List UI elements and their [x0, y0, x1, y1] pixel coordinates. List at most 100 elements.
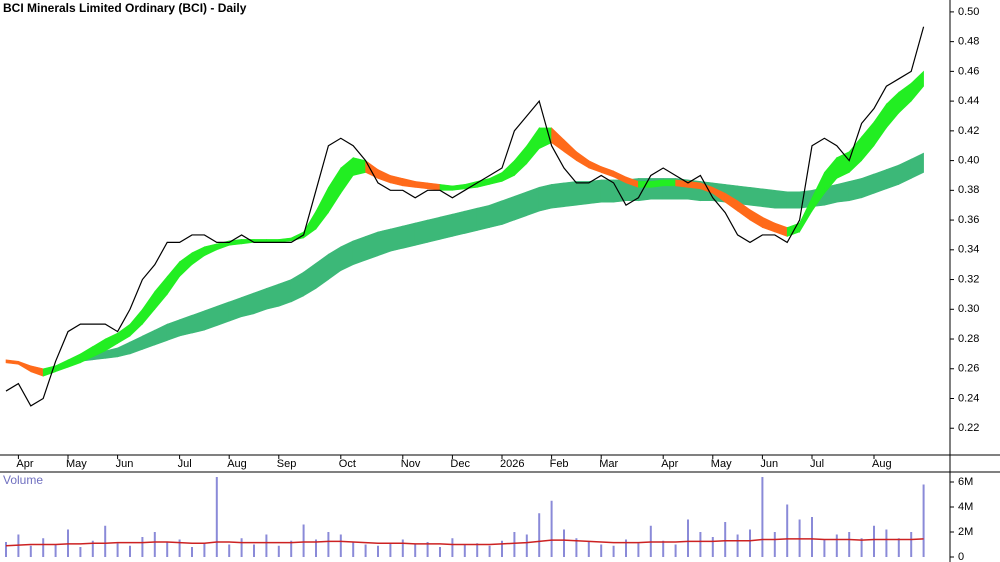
volume-bar: [240, 538, 243, 557]
x-tick-label: Aug: [872, 458, 892, 470]
volume-bar: [476, 543, 479, 557]
y-tick-label: 0.24: [958, 392, 979, 404]
volume-bar: [29, 545, 32, 557]
volume-bar: [773, 532, 776, 557]
volume-bar: [463, 544, 466, 557]
band-segment: [501, 195, 515, 225]
volume-bar: [674, 544, 677, 557]
band-segment: [576, 181, 590, 206]
x-tick-label: May: [711, 458, 732, 470]
band-segment: [427, 216, 441, 243]
volume-bar: [129, 545, 131, 557]
x-tick-label: Jun: [116, 458, 134, 470]
band-segment: [774, 189, 788, 209]
volume-average: [5, 538, 924, 547]
x-tick-label: Apr: [661, 458, 678, 470]
volume-bar: [116, 543, 119, 557]
volume-bar: [153, 532, 156, 557]
x-tick-label: Jul: [810, 458, 824, 470]
volume-bar: [513, 532, 516, 557]
band-segment: [464, 207, 478, 234]
y-tick-label: 0: [958, 551, 964, 562]
band-segment: [402, 222, 416, 249]
band-segment: [749, 187, 763, 208]
volume-bar: [563, 529, 565, 557]
y-tick-label: 0.22: [958, 422, 979, 434]
volume-bar: [389, 543, 392, 557]
band-segment: [266, 283, 280, 310]
volume-bar: [625, 539, 627, 557]
x-tick-label: Aug: [227, 458, 247, 470]
band-segment: [588, 179, 602, 205]
volume-bar: [414, 544, 417, 557]
volume-bar: [91, 540, 94, 557]
band-segment: [390, 225, 404, 252]
volume-bar: [885, 529, 888, 557]
band-segment: [365, 231, 379, 261]
band-segment: [414, 219, 428, 246]
band-segment: [836, 181, 850, 203]
volume-bar: [302, 524, 305, 557]
band-segment: [228, 296, 242, 322]
band-segment: [662, 179, 676, 187]
x-tick-label: Sep: [277, 458, 297, 470]
band-segment: [886, 164, 900, 190]
volume-bar: [699, 532, 702, 557]
volume-bar: [265, 534, 268, 557]
band-segment: [352, 157, 366, 176]
band-segment: [762, 188, 776, 209]
price-line: [5, 26, 925, 407]
y-tick-label: 0.32: [958, 273, 979, 285]
chart-title: BCI Minerals Limited Ordinary (BCI) - Da…: [3, 1, 247, 15]
volume-bar: [835, 534, 838, 557]
volume-bar: [736, 534, 739, 557]
volume-bar: [178, 539, 181, 557]
x-tick-label: Jun: [760, 458, 778, 470]
volume-bar: [439, 547, 441, 557]
volume-bar: [327, 532, 330, 557]
band-segment: [675, 179, 689, 188]
volume-bar: [811, 517, 813, 557]
band-segment: [489, 200, 503, 228]
x-tick-label: Jul: [178, 458, 192, 470]
x-tick-label: Nov: [401, 458, 421, 470]
band-segment: [687, 181, 701, 190]
volume-bar: [339, 534, 342, 557]
volume-bar: [451, 538, 454, 557]
volume-bar: [141, 537, 144, 557]
x-tick-label: Feb: [550, 458, 569, 470]
band-segment: [861, 173, 875, 199]
volume-bar: [786, 504, 789, 557]
band-segment: [253, 288, 267, 315]
volume-bar: [501, 540, 503, 557]
band-segment: [427, 182, 441, 191]
volume-bar: [749, 529, 751, 557]
band-segment: [910, 70, 924, 102]
band-segment: [848, 178, 862, 202]
volume-bar: [191, 547, 193, 557]
y-tick-label: 6M: [958, 476, 973, 488]
volume-bar: [538, 513, 541, 557]
volume-bar: [897, 538, 900, 557]
band-segment: [613, 179, 627, 203]
volume-bar: [587, 542, 590, 557]
volume-bar: [253, 544, 255, 557]
band-segment: [241, 292, 255, 318]
y-tick-label: 0.42: [958, 125, 979, 137]
band-segment: [352, 235, 366, 266]
volume-bar: [401, 539, 404, 557]
band-segment: [650, 179, 664, 188]
band-segment: [452, 210, 466, 237]
volume-bar: [377, 545, 379, 557]
band-segment: [204, 305, 218, 331]
band-segment: [551, 182, 565, 209]
volume-bar: [352, 542, 355, 557]
volume-bar: [711, 537, 714, 557]
band-segment: [514, 191, 528, 221]
volume-bar: [662, 540, 665, 557]
volume-bar: [42, 538, 45, 557]
y-tick-label: 0.34: [958, 244, 979, 256]
x-tick-label: Mar: [599, 458, 618, 470]
